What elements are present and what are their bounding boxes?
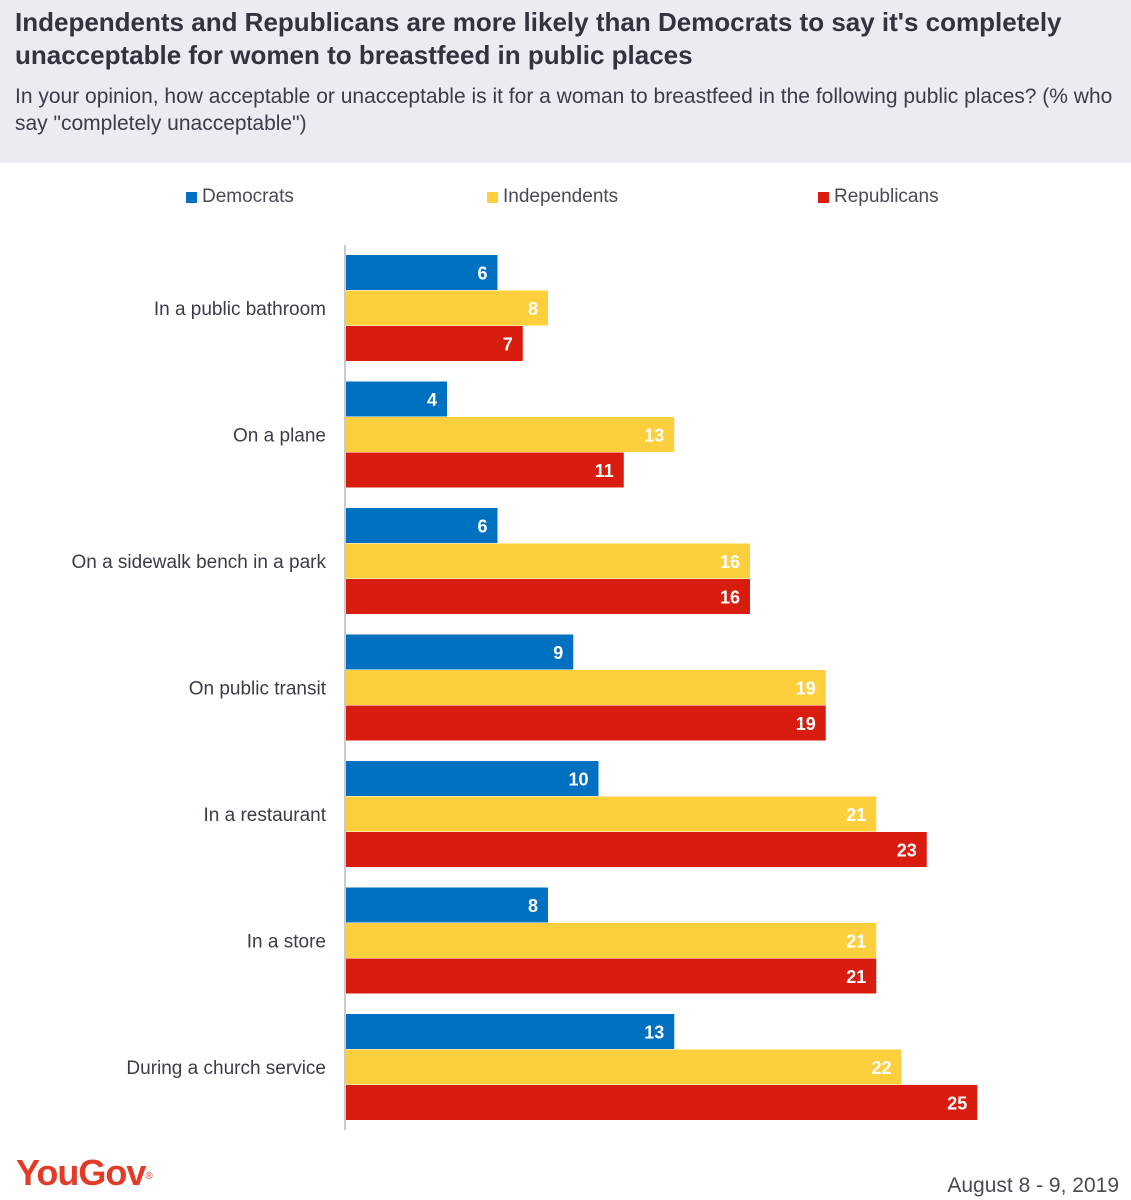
category-label-in-a-store: In a store	[247, 932, 326, 953]
category-label-during-a-church-service: During a church service	[126, 1058, 326, 1079]
category-label-on-a-sidewalk-bench-in-a-park: On a sidewalk bench in a park	[71, 552, 326, 573]
bar-independents-on-public-transit	[346, 670, 826, 705]
legend-swatch-republicans	[818, 191, 829, 203]
data-label-republicans-on-public-transit: 19	[796, 714, 816, 734]
bar-republicans-in-a-public-bathroom	[346, 326, 523, 361]
data-label-republicans-in-a-public-bathroom: 7	[503, 335, 513, 355]
bar-republicans-on-a-sidewalk-bench-in-a-park	[346, 579, 750, 614]
bar-independents-on-a-plane	[346, 417, 675, 452]
data-label-democrats-in-a-restaurant: 10	[568, 770, 588, 790]
category-label-on-public-transit: On public transit	[189, 679, 327, 700]
bar-republicans-in-a-restaurant	[346, 832, 927, 867]
chart-title: Independents and Republicans are more li…	[15, 7, 1062, 70]
data-label-independents-in-a-store: 21	[846, 932, 866, 952]
data-label-independents-during-a-church-service: 22	[871, 1058, 891, 1078]
data-label-democrats-on-a-sidewalk-bench-in-a-park: 6	[477, 517, 487, 537]
bar-republicans-on-public-transit	[346, 705, 826, 741]
bar-republicans-during-a-church-service	[346, 1085, 978, 1120]
data-label-republicans-in-a-restaurant: 23	[897, 841, 917, 861]
bar-democrats-in-a-public-bathroom	[346, 255, 498, 290]
data-label-independents-on-a-sidewalk-bench-in-a-park: 16	[720, 552, 740, 572]
bar-independents-in-a-restaurant	[346, 796, 877, 832]
data-label-republicans-during-a-church-service: 25	[947, 1094, 967, 1114]
category-label-in-a-public-bathroom: In a public bathroom	[154, 299, 326, 320]
data-label-independents-on-public-transit: 19	[796, 679, 816, 699]
legend-swatch-democrats	[186, 191, 197, 203]
bar-democrats-on-a-sidewalk-bench-in-a-park	[346, 508, 498, 543]
bar-independents-in-a-store	[346, 923, 877, 958]
bar-republicans-in-a-store	[346, 958, 877, 994]
legend-label-democrats: Democrats	[202, 186, 294, 207]
data-label-democrats-on-a-plane: 4	[427, 390, 437, 410]
legend-label-republicans: Republicans	[834, 186, 939, 207]
data-label-democrats-during-a-church-service: 13	[644, 1023, 664, 1043]
data-label-republicans-on-a-sidewalk-bench-in-a-park: 16	[720, 588, 740, 608]
data-label-republicans-on-a-plane: 11	[595, 461, 614, 481]
data-label-republicans-in-a-store: 21	[846, 967, 866, 987]
data-label-independents-in-a-restaurant: 21	[846, 805, 866, 825]
legend-swatch-independents	[487, 191, 498, 203]
data-label-independents-in-a-public-bathroom: 8	[528, 299, 538, 319]
bar-independents-in-a-public-bathroom	[346, 290, 548, 326]
bar-democrats-on-a-plane	[346, 381, 447, 417]
survey-date: August 8 - 9, 2019	[947, 1174, 1119, 1197]
logo-text: YouGov	[16, 1152, 146, 1193]
bar-democrats-during-a-church-service	[346, 1014, 675, 1049]
chart-subtitle: In your opinion, how acceptable or unacc…	[15, 85, 1113, 135]
bar-republicans-on-a-plane	[346, 452, 624, 488]
legend-item-republicans: Republicans	[818, 186, 939, 208]
bar-independents-on-a-sidewalk-bench-in-a-park	[346, 543, 750, 579]
data-label-democrats-in-a-store: 8	[528, 896, 538, 916]
chart-legend: Democrats Independents Republicans	[0, 186, 1131, 212]
bar-independents-during-a-church-service	[346, 1049, 902, 1085]
logo-registered-mark: ®	[145, 1171, 152, 1182]
yougov-logo: YouGov®	[16, 1152, 153, 1193]
bar-democrats-on-public-transit	[346, 634, 574, 670]
data-label-democrats-in-a-public-bathroom: 6	[477, 264, 487, 284]
data-label-independents-on-a-plane: 13	[644, 426, 664, 446]
legend-item-independents: Independents	[487, 186, 618, 208]
legend-item-democrats: Democrats	[186, 186, 294, 208]
data-label-democrats-on-public-transit: 9	[553, 643, 563, 663]
category-label-on-a-plane: On a plane	[233, 426, 326, 447]
bar-democrats-in-a-restaurant	[346, 761, 599, 796]
category-label-in-a-restaurant: In a restaurant	[203, 805, 326, 826]
legend-label-independents: Independents	[503, 186, 619, 207]
chart-header: Independents and Republicans are more li…	[0, 0, 1131, 163]
bar-democrats-in-a-store	[346, 887, 548, 923]
